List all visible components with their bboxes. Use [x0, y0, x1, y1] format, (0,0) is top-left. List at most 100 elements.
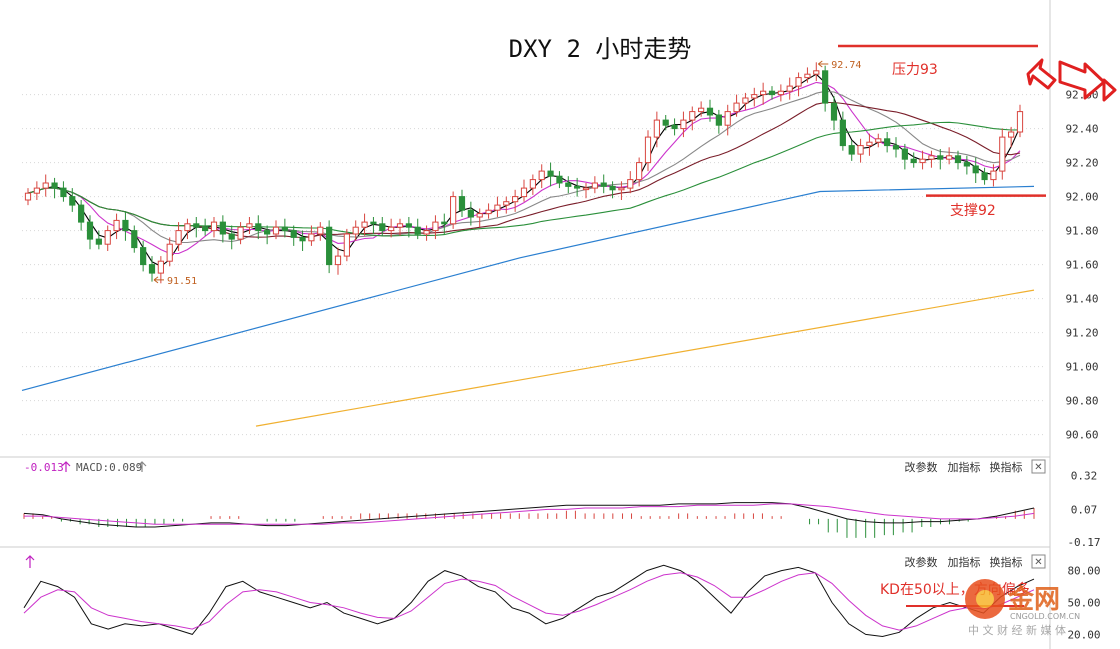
candle — [777, 84, 784, 102]
candle — [1016, 104, 1024, 138]
candle — [405, 217, 412, 238]
candle — [547, 162, 554, 187]
y-tick-label: 90.80 — [1065, 395, 1098, 408]
candle — [972, 157, 979, 183]
candle — [848, 140, 855, 161]
candle — [627, 171, 634, 194]
candle — [113, 213, 120, 240]
candle — [529, 174, 536, 195]
candle — [352, 220, 359, 241]
watermark-logo-inner-icon — [976, 590, 994, 608]
candle — [512, 189, 519, 212]
candle — [140, 240, 147, 272]
candle — [334, 247, 342, 275]
candle — [760, 82, 767, 105]
watermark-domain: CNGOLD.COM.CN — [1010, 612, 1080, 621]
candle — [937, 149, 944, 170]
candle — [839, 111, 846, 151]
candle — [866, 133, 873, 156]
candle — [237, 222, 244, 245]
candle — [166, 237, 173, 267]
candle — [875, 133, 882, 148]
candle — [653, 111, 660, 148]
candle — [1008, 126, 1015, 148]
panel-button-1[interactable]: 改参数 — [905, 555, 938, 569]
annotations: 92.74 91.51 压力93 支撑92 — [153, 44, 1046, 287]
candle — [698, 101, 705, 117]
candle — [219, 215, 226, 243]
macd-value: MACD:0.089 — [76, 461, 142, 474]
candle — [910, 152, 917, 168]
candle — [768, 86, 776, 100]
candle — [246, 217, 253, 234]
candle — [822, 65, 829, 112]
candle — [680, 111, 687, 138]
candle — [370, 217, 377, 234]
close-panel-button[interactable]: ✕ — [1031, 459, 1046, 474]
candle — [520, 179, 528, 202]
panel-button-1[interactable]: 改参数 — [905, 460, 938, 474]
candle — [202, 218, 209, 236]
candle — [388, 218, 395, 238]
panel-button-3[interactable]: 换指标 — [990, 460, 1023, 474]
panel-button-2[interactable]: 加指标 — [948, 555, 981, 569]
candle — [733, 94, 740, 117]
candle — [565, 176, 572, 194]
candle — [715, 109, 722, 134]
moving-averages — [21, 73, 1035, 427]
close-icon: ✕ — [1034, 557, 1042, 568]
y-tick-label: 90.60 — [1065, 429, 1098, 442]
macd-dea-line — [24, 503, 1035, 525]
y-tick-label: 91.80 — [1065, 225, 1098, 238]
candle — [636, 157, 643, 187]
candle — [786, 77, 793, 100]
watermark-tagline: 中 文 财 经 新 媒 体 — [968, 623, 1066, 637]
candle — [255, 215, 262, 240]
kd-d-line — [23, 572, 1035, 631]
candle — [148, 256, 156, 282]
ma240-line — [255, 289, 1035, 427]
candle — [317, 222, 324, 241]
y-tick-label: 91.00 — [1065, 361, 1098, 374]
candle — [326, 220, 333, 274]
candle — [104, 225, 111, 251]
candle — [361, 213, 368, 236]
y-tick-label: 91.40 — [1065, 293, 1098, 306]
resistance-label: 压力93 — [892, 62, 938, 78]
close-panel-button[interactable]: ✕ — [1031, 554, 1046, 569]
candle — [184, 218, 191, 240]
candle — [954, 150, 962, 170]
candle — [51, 177, 58, 199]
kd-y-tick-label: 50.00 — [1067, 597, 1100, 610]
candle — [538, 164, 545, 189]
y-tick-label: 92.20 — [1065, 157, 1098, 170]
up-arrow-icon — [137, 461, 147, 472]
y-tick-label: 91.20 — [1065, 327, 1098, 340]
high-marker-label: 92.74 — [831, 60, 861, 71]
candle — [706, 99, 714, 122]
candle — [308, 225, 315, 246]
candle — [414, 218, 421, 240]
panel-button-2[interactable]: 加指标 — [948, 460, 981, 474]
candle — [609, 181, 616, 199]
y-tick-label: 92.00 — [1065, 191, 1098, 204]
candle — [963, 155, 970, 175]
candle — [503, 196, 510, 214]
candle — [795, 72, 802, 97]
candle — [494, 196, 501, 217]
candle — [69, 188, 76, 212]
candle — [751, 87, 758, 107]
panel-button-3[interactable]: 换指标 — [990, 555, 1023, 569]
kd-y-tick-label: 80.00 — [1067, 565, 1100, 578]
candle — [999, 128, 1006, 180]
y-tick-label: 92.40 — [1065, 123, 1098, 136]
candle — [901, 143, 908, 170]
candle — [618, 181, 625, 200]
low-marker-label: 91.51 — [167, 276, 197, 287]
candle — [830, 96, 838, 131]
candle — [884, 132, 891, 153]
candle — [485, 203, 492, 219]
candle — [556, 171, 563, 189]
